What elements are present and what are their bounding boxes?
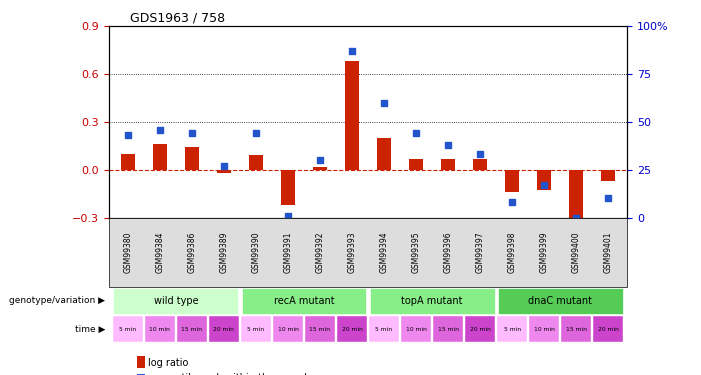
Point bbox=[186, 130, 198, 136]
Bar bbox=[601, 170, 615, 181]
Text: topA mutant: topA mutant bbox=[401, 296, 463, 306]
Point bbox=[411, 130, 422, 136]
Text: GSM99392: GSM99392 bbox=[315, 231, 325, 273]
Point bbox=[218, 163, 229, 169]
Text: GSM99386: GSM99386 bbox=[187, 231, 196, 273]
Text: GSM99397: GSM99397 bbox=[475, 231, 484, 273]
Point bbox=[154, 126, 165, 132]
Text: 20 min: 20 min bbox=[214, 327, 234, 332]
Text: GSM99395: GSM99395 bbox=[411, 231, 421, 273]
Text: GSM99384: GSM99384 bbox=[156, 231, 165, 273]
Text: 15 min: 15 min bbox=[437, 327, 458, 332]
Text: GSM99390: GSM99390 bbox=[252, 231, 261, 273]
Text: GSM99380: GSM99380 bbox=[123, 231, 132, 273]
Bar bbox=[537, 170, 552, 190]
Text: GSM99398: GSM99398 bbox=[508, 231, 517, 273]
Text: 10 min: 10 min bbox=[149, 327, 170, 332]
Point bbox=[250, 130, 261, 136]
Text: GSM99393: GSM99393 bbox=[348, 231, 357, 273]
Point bbox=[475, 152, 486, 157]
Text: GSM99400: GSM99400 bbox=[571, 231, 580, 273]
Text: 5 min: 5 min bbox=[376, 327, 393, 332]
Text: 15 min: 15 min bbox=[310, 327, 330, 332]
Text: 10 min: 10 min bbox=[278, 327, 299, 332]
Text: 10 min: 10 min bbox=[406, 327, 426, 332]
Point bbox=[346, 48, 358, 54]
Bar bbox=[505, 170, 519, 192]
Text: 5 min: 5 min bbox=[503, 327, 521, 332]
Bar bbox=[281, 170, 295, 205]
Bar bbox=[249, 155, 263, 170]
Point bbox=[122, 132, 133, 138]
Text: 5 min: 5 min bbox=[119, 327, 137, 332]
Point bbox=[283, 213, 294, 219]
Bar bbox=[569, 170, 583, 217]
Text: log ratio: log ratio bbox=[148, 358, 189, 368]
Text: wild type: wild type bbox=[154, 296, 198, 306]
Point bbox=[603, 195, 614, 201]
Text: time ▶: time ▶ bbox=[75, 325, 105, 334]
Point bbox=[507, 199, 518, 205]
Text: 15 min: 15 min bbox=[182, 327, 203, 332]
Bar bbox=[441, 159, 455, 170]
Point bbox=[442, 142, 454, 148]
Point bbox=[379, 100, 390, 106]
Bar bbox=[473, 159, 487, 170]
Text: GDS1963 / 758: GDS1963 / 758 bbox=[130, 11, 225, 24]
Text: 15 min: 15 min bbox=[566, 327, 587, 332]
Bar bbox=[313, 166, 327, 170]
Text: GSM99394: GSM99394 bbox=[379, 231, 388, 273]
Point bbox=[314, 157, 325, 163]
Text: GSM99401: GSM99401 bbox=[604, 231, 613, 273]
Text: GSM99399: GSM99399 bbox=[540, 231, 549, 273]
Text: percentile rank within the sample: percentile rank within the sample bbox=[148, 374, 313, 375]
Text: 20 min: 20 min bbox=[470, 327, 491, 332]
Text: GSM99391: GSM99391 bbox=[283, 231, 292, 273]
Bar bbox=[121, 154, 135, 170]
Point bbox=[538, 182, 550, 188]
Text: 10 min: 10 min bbox=[533, 327, 554, 332]
Bar bbox=[409, 159, 423, 170]
Bar bbox=[153, 144, 167, 170]
Text: genotype/variation ▶: genotype/variation ▶ bbox=[9, 296, 105, 305]
Bar bbox=[377, 138, 391, 170]
Text: recA mutant: recA mutant bbox=[273, 296, 334, 306]
Text: GSM99389: GSM99389 bbox=[219, 231, 229, 273]
Text: GSM99396: GSM99396 bbox=[444, 231, 453, 273]
Text: 5 min: 5 min bbox=[247, 327, 264, 332]
Bar bbox=[217, 170, 231, 173]
Bar bbox=[184, 147, 199, 170]
Bar bbox=[345, 61, 359, 170]
Text: dnaC mutant: dnaC mutant bbox=[528, 296, 592, 306]
Text: 20 min: 20 min bbox=[598, 327, 618, 332]
Point bbox=[571, 214, 582, 220]
Text: 20 min: 20 min bbox=[341, 327, 362, 332]
